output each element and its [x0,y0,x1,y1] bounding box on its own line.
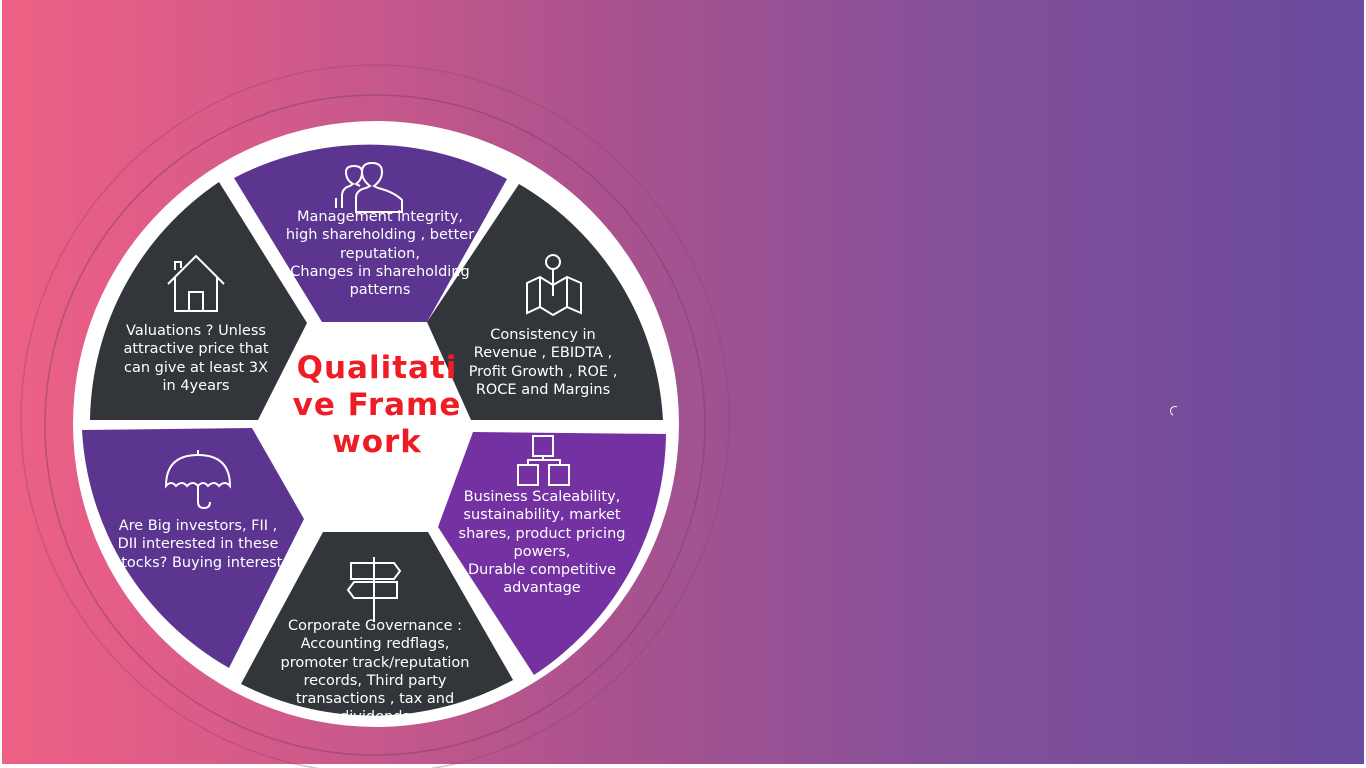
segment-scaleability [438,432,666,675]
segment-label-governance: Corporate Governance : Accounting redfla… [280,618,470,719]
umbrella-icon [164,450,232,510]
map-pin-icon [526,254,582,317]
segment-label-valuations: Valuations ? Unless attractive price tha… [123,323,269,394]
center-title: Qualitative Framework [292,350,462,460]
segment-management [234,144,507,322]
segment-consistency [427,184,663,420]
segment-label-investors: Are Big investors, FII , DII interested … [113,518,283,571]
segment-label-consistency: Consistency in Revenue , EBIDTA , Profit… [468,327,618,398]
segment-label-scaleability: Business Scaleability, sustainability, m… [458,489,626,597]
segment-governance [241,532,513,716]
outer-ring-decoration-inner [44,94,706,756]
people-icon [335,161,403,213]
segment-label-management: Management integrity, high shareholding … [285,209,475,299]
hierarchy-icon [517,435,570,486]
segment-investors [82,428,304,668]
signpost-icon [346,557,402,622]
outer-ring-decoration [20,64,730,768]
house-icon [167,254,225,312]
segment-valuations [90,182,307,420]
